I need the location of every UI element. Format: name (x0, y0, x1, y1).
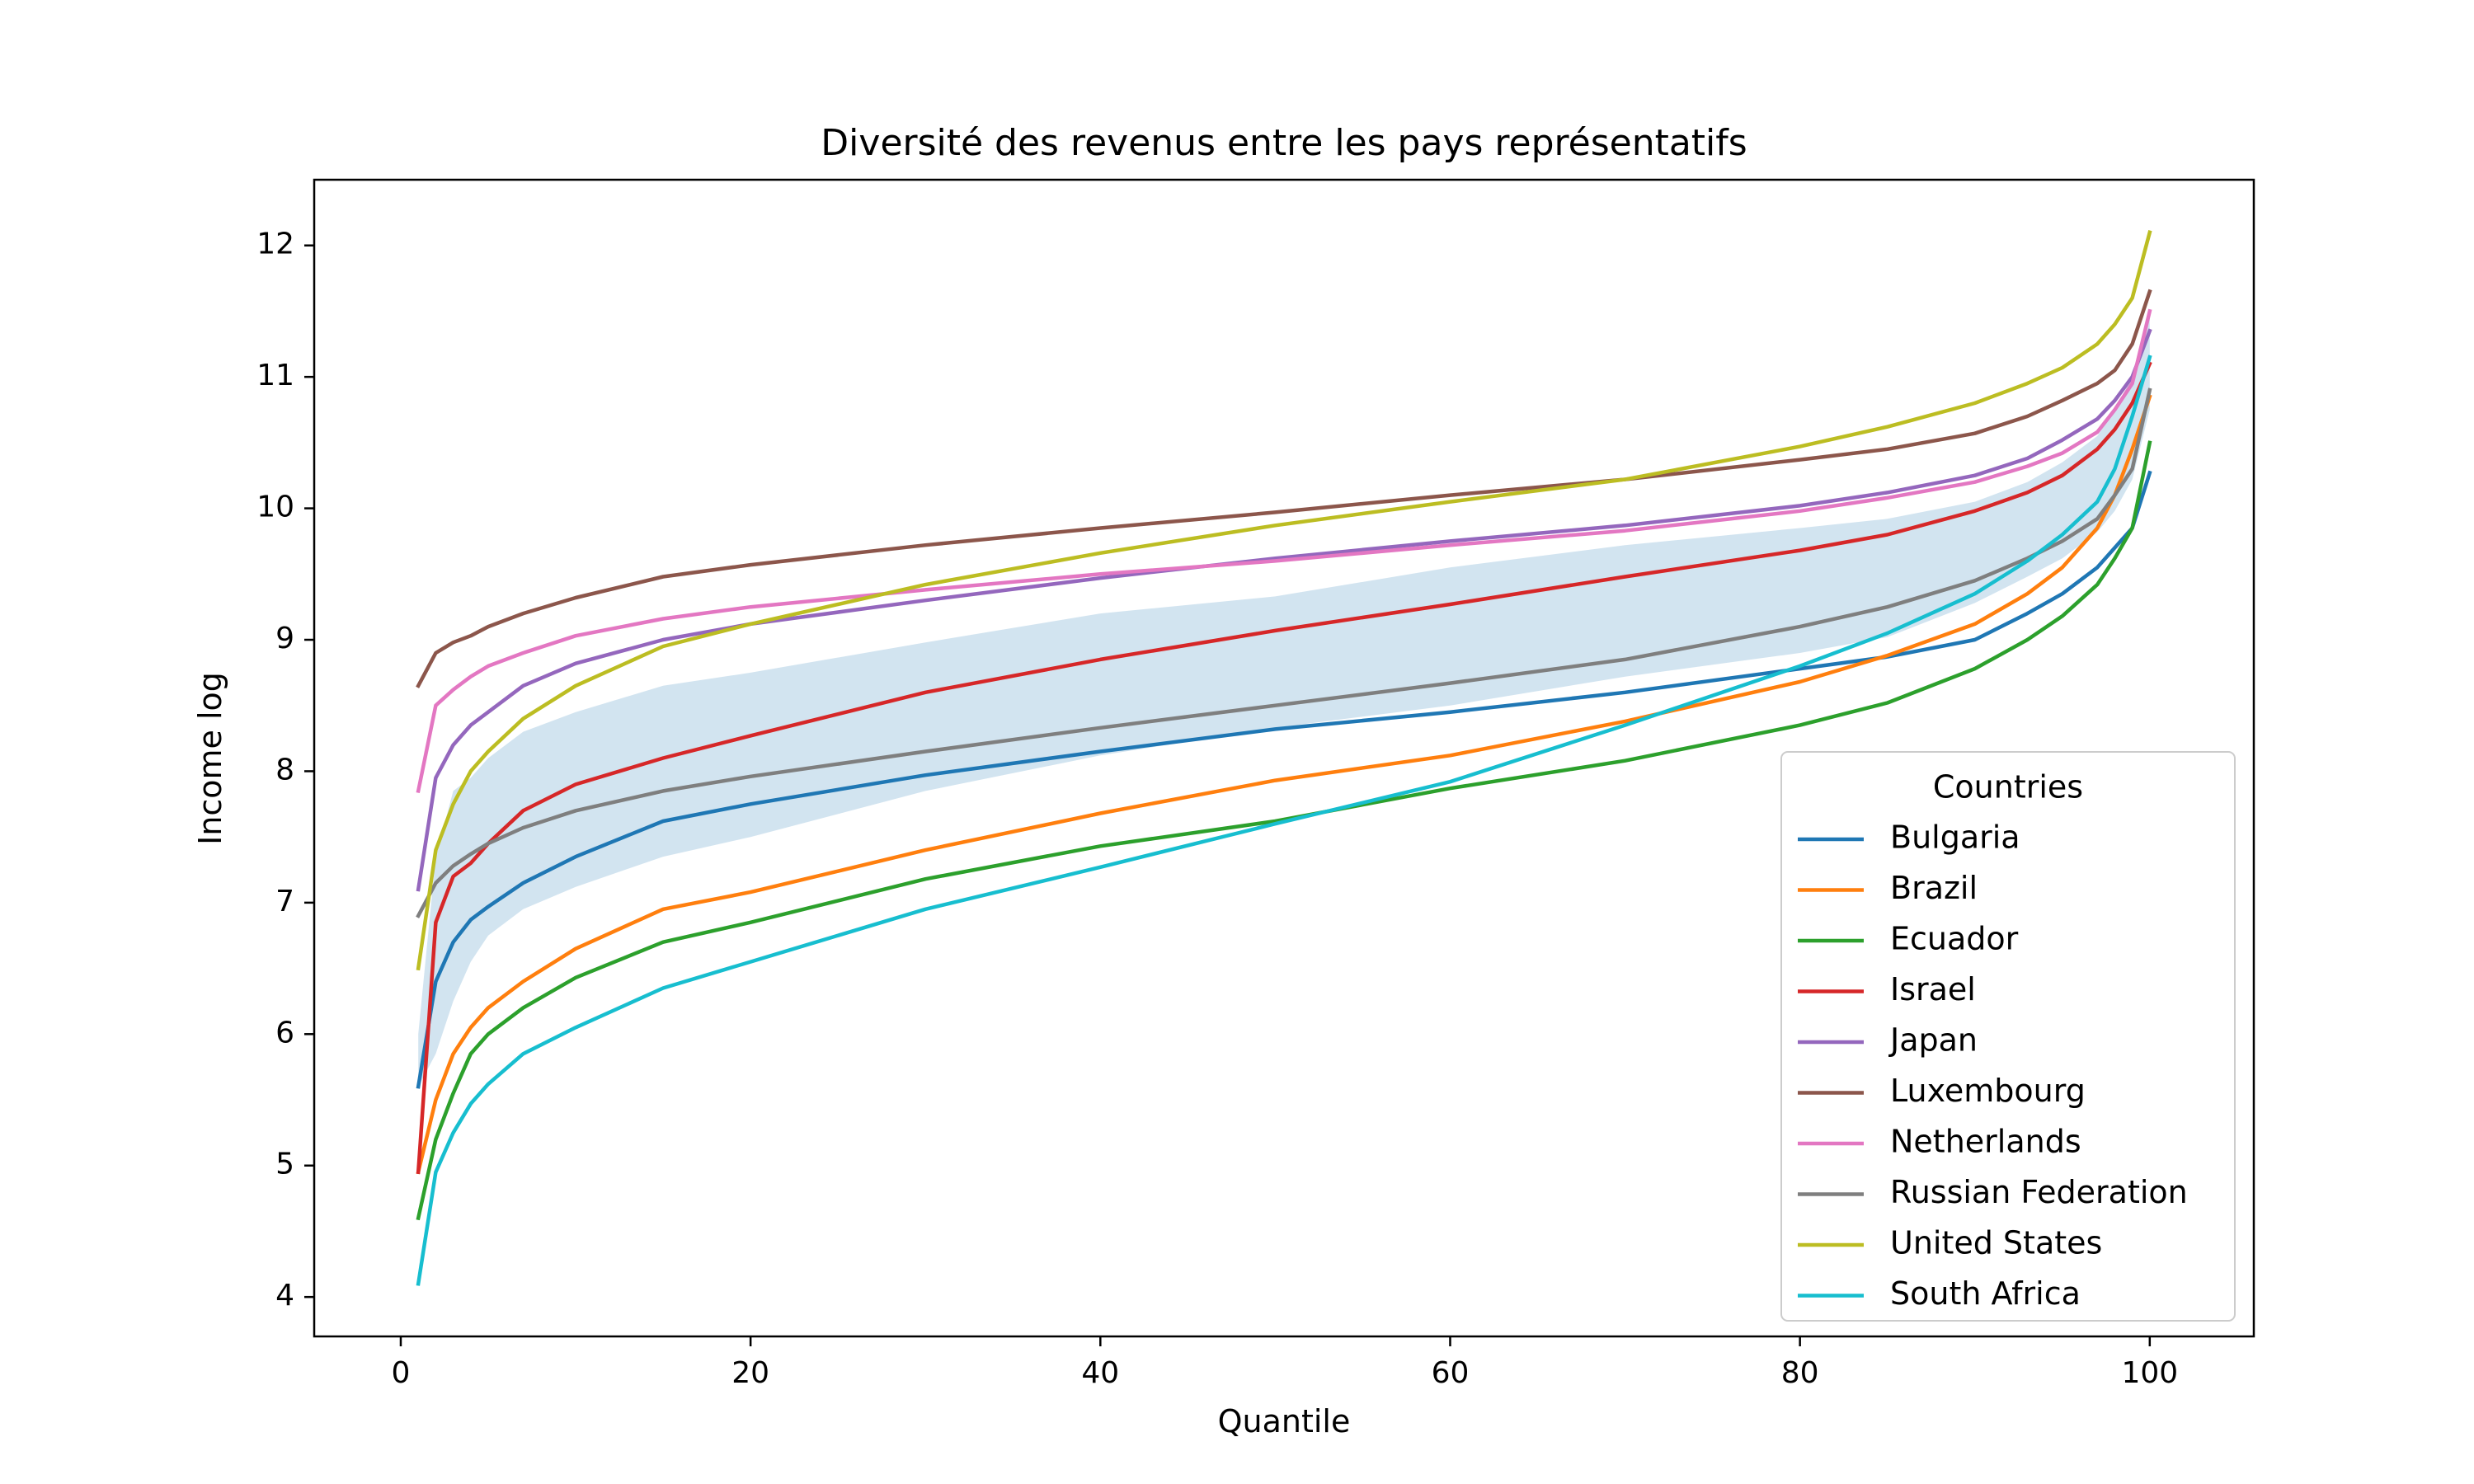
legend-items: Bulgaria Brazil Ecuador Israel Japan Luxembou… (1798, 819, 2188, 1312)
series-line-south-africa (416, 355, 2152, 1286)
legend-label: South Africa (1890, 1275, 2081, 1312)
y-tick-label: 11 (256, 359, 294, 392)
chart-title: Diversité des revenus entre les pays rep… (821, 122, 1747, 164)
legend-label: United States (1890, 1225, 2102, 1261)
x-tick-label: 40 (1081, 1356, 1119, 1390)
legend-box (1780, 751, 2236, 1322)
y-tick-label: 4 (275, 1279, 294, 1313)
legend-label: Russian Federation (1890, 1174, 2188, 1210)
y-tick-label: 10 (256, 491, 294, 524)
y-tick-label: 5 (275, 1148, 294, 1181)
x-tick-label: 60 (1432, 1356, 1470, 1390)
series-line-ecuador (416, 440, 2152, 1221)
x-tick-label: 20 (731, 1356, 769, 1390)
series-line-brazil (416, 394, 2152, 1175)
series-line-bulgaria (416, 470, 2152, 1089)
y-axis-ticks: 4 5 6 7 8 9 10 11 12 (256, 228, 314, 1313)
plot-area (313, 178, 2255, 1338)
plot-frame (313, 178, 2255, 1338)
legend-label: Israel (1890, 971, 1976, 1007)
legend-label: Brazil (1890, 870, 1978, 906)
series-line-united-states (416, 230, 2152, 971)
legend-title: Countries (1933, 769, 2083, 805)
y-tick-label: 8 (275, 753, 294, 787)
legend-label: Netherlands (1890, 1124, 2081, 1160)
series-line-luxembourg (416, 289, 2152, 688)
series-line-netherlands (416, 308, 2152, 794)
y-tick-label: 7 (275, 885, 294, 918)
legend-label: Bulgaria (1890, 819, 2020, 856)
series-lines (416, 230, 2152, 1286)
legend-label: Japan (1888, 1022, 1978, 1059)
y-tick-label: 9 (275, 622, 294, 655)
x-tick-label: 100 (2121, 1356, 2178, 1390)
legend-label: Luxembourg (1890, 1073, 2086, 1109)
x-axis-label: Quantile (1218, 1403, 1351, 1439)
series-line-israel (416, 361, 2152, 1175)
confidence-band (418, 317, 2150, 1087)
legend-label: Ecuador (1890, 921, 2019, 957)
y-tick-label: 6 (275, 1016, 294, 1050)
x-tick-label: 80 (1781, 1356, 1819, 1390)
x-tick-label: 0 (392, 1356, 411, 1390)
x-axis-ticks: 0 20 40 60 80 100 (392, 1336, 2178, 1390)
y-tick-label: 12 (256, 228, 294, 261)
y-axis-label: Income log (192, 672, 228, 845)
series-line-japan (416, 328, 2152, 892)
series-line-russian-federation (416, 387, 2152, 918)
legend: Countries Bulgaria Brazil Ecuador Israel Jap… (1780, 751, 2236, 1322)
